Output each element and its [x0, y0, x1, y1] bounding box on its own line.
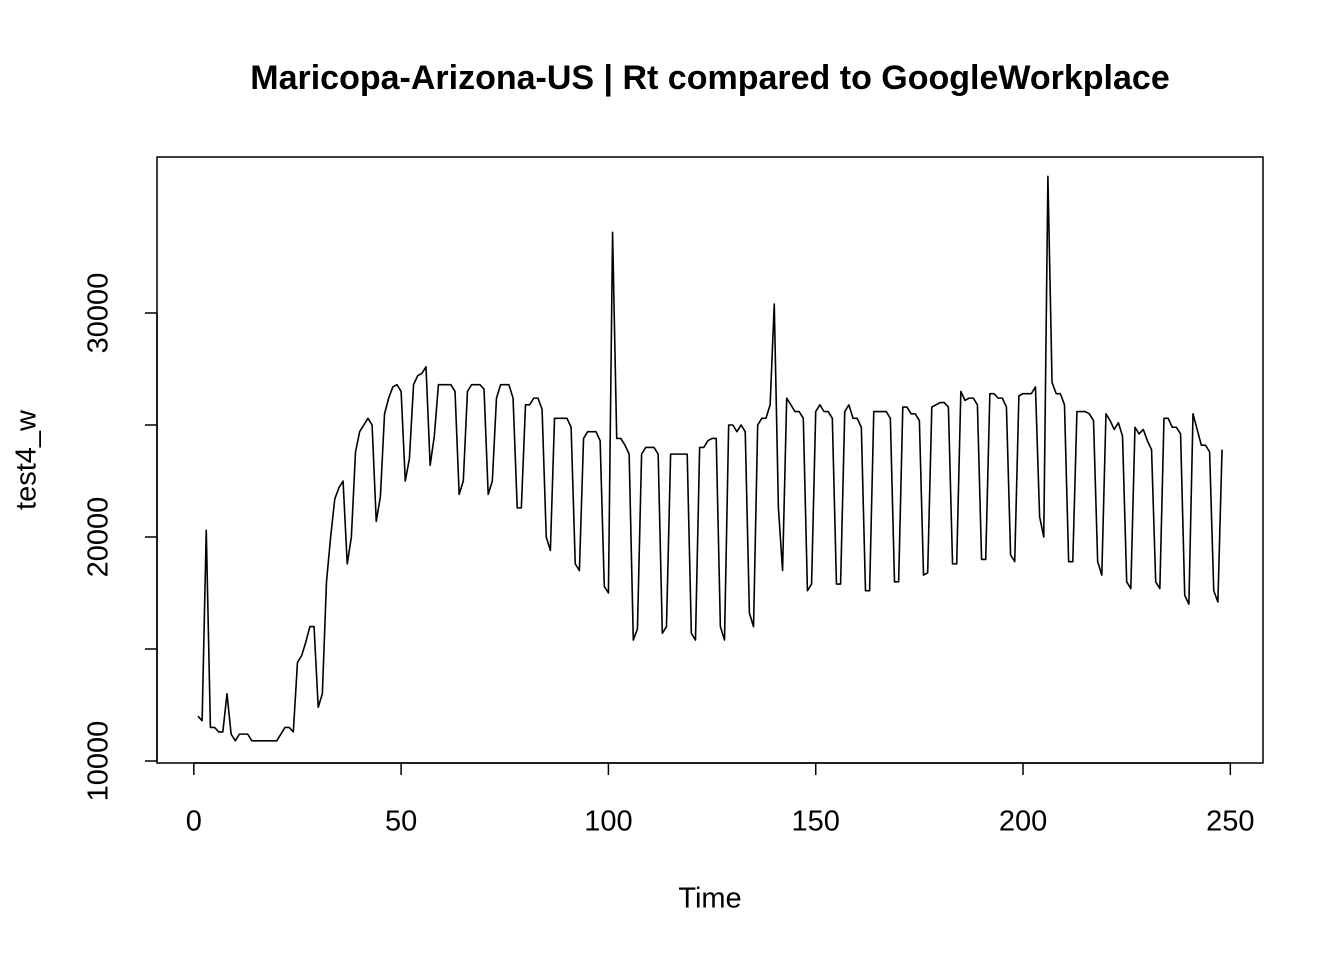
x-axis-title: Time	[678, 883, 741, 915]
y-tick-label: 30000	[83, 273, 115, 354]
y-tick-label: 10000	[83, 721, 115, 802]
x-tick-label: 50	[385, 806, 417, 838]
y-axis-title: test4_w	[11, 409, 43, 510]
x-tick-label: 0	[186, 806, 202, 838]
x-tick-label: 250	[1206, 806, 1254, 838]
x-tick-label: 100	[584, 806, 632, 838]
series-line	[197, 175, 1223, 742]
x-tick-label: 200	[999, 806, 1047, 838]
y-tick-label: 20000	[83, 497, 115, 578]
chart-title: Maricopa-Arizona-US | Rt compared to Goo…	[250, 59, 1169, 97]
x-tick-label: 150	[792, 806, 840, 838]
